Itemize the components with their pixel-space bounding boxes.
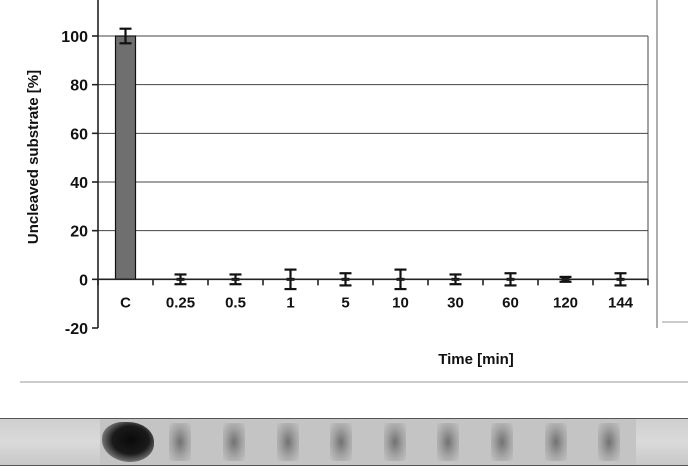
gel-band — [223, 423, 245, 461]
x-axis-label: Time [min] — [438, 351, 514, 368]
gel-band — [169, 423, 192, 461]
x-tick-label: 30 — [447, 294, 464, 311]
panel-frame — [20, 0, 688, 383]
gel-lanes — [100, 419, 636, 465]
y-tick-label: 40 — [70, 175, 88, 192]
error-bar-C — [119, 27, 132, 45]
x-tick-label: 10 — [392, 294, 409, 311]
y-axis-label: Uncleaved substrate [%] — [25, 70, 42, 244]
bar-chart: 100 80 60 40 20 0 -20 C 0.25 0.5 1 5 10 30 60 120 144 U… — [20, 0, 688, 383]
gel-band — [491, 423, 513, 461]
x-tick-label: 5 — [341, 294, 349, 311]
gel-image — [0, 418, 688, 466]
x-tick-label: 0.25 — [166, 294, 195, 311]
axes — [92, 0, 649, 329]
y-tick-labels: 100 80 60 40 20 0 -20 — [61, 29, 88, 338]
x-tick-label: C — [120, 294, 131, 311]
gel-band — [383, 423, 406, 461]
y-tick-label: 20 — [70, 224, 88, 241]
gridlines — [98, 35, 649, 280]
x-tick-label: 120 — [553, 294, 578, 311]
gel-band — [330, 423, 353, 461]
gel-band — [437, 423, 460, 461]
y-tick-label: 80 — [70, 78, 88, 95]
y-tick-label: 100 — [61, 29, 88, 46]
gel-band — [598, 423, 621, 461]
y-tick-label: -20 — [65, 321, 88, 338]
gel-band — [102, 422, 154, 462]
bar-C — [114, 35, 137, 280]
error-bars — [119, 27, 627, 291]
gel-band — [276, 423, 299, 461]
y-tick-label: 0 — [79, 272, 88, 289]
x-tick-label: 1 — [286, 294, 294, 311]
x-tick-labels: C 0.25 0.5 1 5 10 30 60 120 144 — [120, 294, 634, 311]
x-tick-label: 60 — [502, 294, 519, 311]
gel-band — [544, 423, 567, 461]
bars — [114, 35, 625, 281]
y-tick-label: 60 — [70, 126, 88, 143]
x-tick-label: 0.5 — [225, 294, 246, 311]
x-tick-label: 144 — [608, 294, 634, 311]
